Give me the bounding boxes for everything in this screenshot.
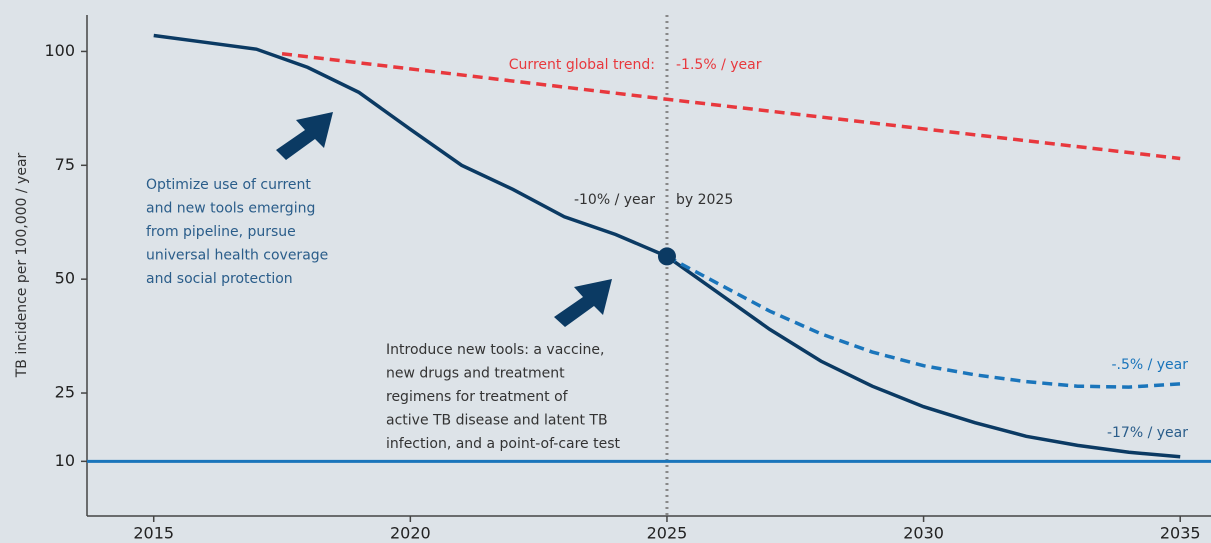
y-tick-label: 100 [44,41,75,60]
annotation: -.5% / year [1111,357,1188,373]
annotation: from pipeline, pursue [146,224,296,240]
x-tick-label: 2025 [647,524,688,543]
y-tick-label: 25 [55,383,75,402]
annotation: active TB disease and latent TB [386,413,608,429]
annotation: infection, and a point-of-care test [386,436,621,452]
arrow [276,112,333,160]
annotation: and social protection [146,271,293,287]
y-tick-label: 75 [55,155,75,174]
annotation: -10% / year [574,192,655,208]
x-tick-label: 2035 [1160,524,1201,543]
y-tick-label: 10 [55,451,75,470]
annotation: universal health coverage [146,248,328,264]
arrow [554,279,612,327]
y-tick-label: 50 [55,269,75,288]
annotation: -17% / year [1107,425,1188,441]
series-line [281,51,1181,161]
x-tick-label: 2030 [903,524,944,543]
series-line [666,254,1181,389]
y-axis-label: TB incidence per 100,000 / year [14,152,30,378]
annotation: Current global trend: [509,57,655,73]
milestone-point [657,247,676,266]
annotation: regimens for treatment of [386,389,569,405]
x-tick-label: 2015 [133,524,174,543]
annotation: Optimize use of current [146,177,311,193]
annotation: by 2025 [676,192,733,208]
annotation: and new tools emerging [146,201,315,217]
x-tick-label: 2020 [390,524,431,543]
annotation: -1.5% / year [676,57,762,73]
annotation: Introduce new tools: a vaccine, [386,342,605,358]
annotation: new drugs and treatment [386,366,565,382]
